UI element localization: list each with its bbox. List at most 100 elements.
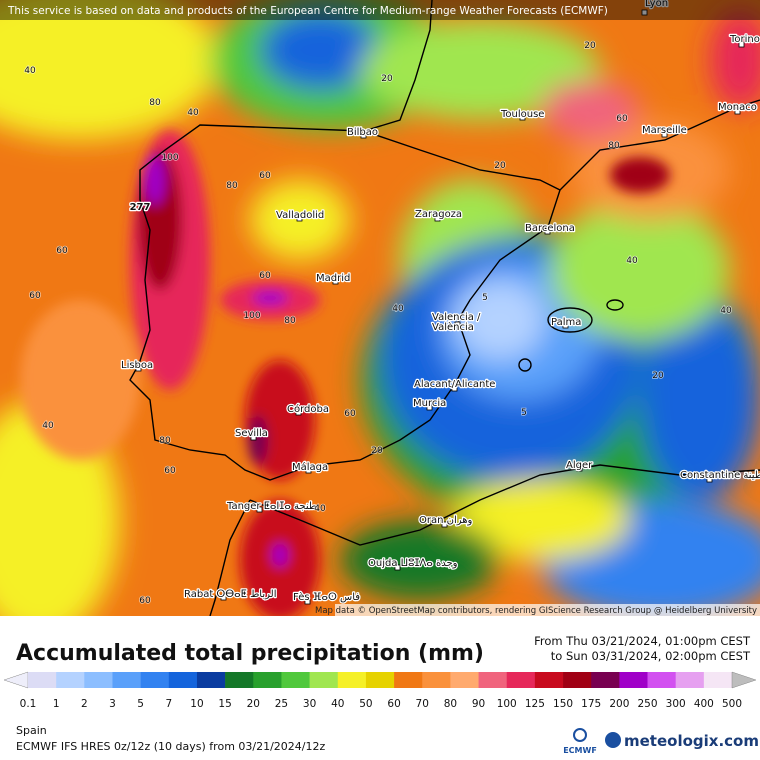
contour-label: 40 — [24, 66, 36, 76]
contour-label: 60 — [164, 466, 176, 476]
contour-label: 60 — [29, 291, 41, 301]
legend-swatch — [506, 672, 536, 688]
city-label: Oujda ⵡⵓⵊⴷⴰ وجدة — [368, 558, 458, 569]
city-label: Marseille — [642, 125, 687, 136]
brand-logo: meteologix.com — [624, 732, 759, 750]
legend-swatch — [450, 672, 479, 688]
legend-tick-label: 300 — [666, 698, 686, 710]
legend-swatch — [337, 672, 367, 688]
city-marker — [544, 228, 551, 235]
legend-swatch — [168, 672, 198, 688]
city-label: Fès ⴼⴰⵙ فاس — [293, 591, 360, 603]
legend-tick-label: 400 — [694, 698, 714, 710]
legend-swatch — [225, 672, 254, 688]
date-from: From Thu 03/21/2024, 01:00pm CEST — [534, 634, 751, 648]
contour-label: 60 — [344, 409, 356, 419]
city-marker — [305, 467, 312, 474]
region: Spain — [16, 724, 47, 737]
ecmwf-logo: ECMWF — [563, 746, 597, 755]
legend-tick-label: 60 — [387, 698, 400, 710]
city-marker — [576, 465, 583, 472]
legend-tick-label: 5 — [137, 698, 144, 710]
legend-swatch — [422, 672, 451, 688]
legend-tick-label: 175 — [581, 698, 601, 710]
city-label: Bilbao — [347, 127, 378, 138]
contour-label: 60 — [139, 596, 151, 606]
city-marker — [394, 564, 401, 571]
legend-swatch — [394, 672, 423, 688]
credit-bar — [335, 604, 760, 616]
city-marker — [441, 521, 448, 528]
city-marker — [135, 365, 142, 372]
city-label: Oran وهران — [419, 515, 473, 526]
contour-label: 80 — [608, 141, 620, 151]
legend-tick-label: 90 — [472, 698, 485, 710]
max-value-label: 277 — [130, 202, 151, 213]
city-marker — [304, 598, 311, 605]
legend-tick-label: 7 — [165, 698, 172, 710]
city-label: Madrid — [316, 273, 350, 284]
legend-swatch — [591, 672, 620, 688]
attribution: This service is based on data and produc… — [7, 5, 608, 17]
city-label: Palma — [551, 317, 581, 328]
city-marker — [295, 409, 302, 416]
city-label: Rabat ⵔⴱⴰⵟ الرباط — [184, 589, 276, 600]
city-label: Málaga — [292, 461, 328, 473]
city-marker — [738, 41, 745, 48]
contour-label: 40 — [42, 421, 54, 431]
city-marker — [641, 9, 648, 16]
city-label: Constantine قسنطينة — [680, 470, 760, 481]
ecmwf-icon — [573, 728, 587, 742]
legend-swatch — [28, 672, 57, 688]
legend-over — [731, 671, 757, 689]
city-label: Córdoba — [287, 403, 329, 415]
city-label: Valencia / — [432, 312, 481, 323]
city-marker — [519, 114, 526, 121]
legend-tick-label: 70 — [416, 698, 429, 710]
date-to: to Sun 03/31/2024, 02:00pm CEST — [551, 649, 751, 663]
legend-swatch — [253, 672, 282, 688]
legend-under — [3, 671, 29, 689]
brand-icon — [605, 732, 621, 748]
contour-label: 60 — [56, 246, 68, 256]
city-label: Lyon — [645, 0, 668, 9]
legend-tick-label: 3 — [109, 698, 116, 710]
contour-label: 80 — [149, 98, 161, 108]
city-label: València — [432, 321, 474, 333]
legend-swatch — [281, 672, 310, 688]
legend-tick-label: 20 — [247, 698, 260, 710]
city-label: Toulouse — [500, 109, 544, 120]
legend-swatch — [309, 672, 339, 688]
city-marker — [661, 131, 668, 138]
contour-label: 60 — [616, 114, 628, 124]
contour-label: 60 — [259, 171, 271, 181]
city-label: Sevilla — [235, 428, 268, 439]
legend-tick-label: 30 — [303, 698, 316, 710]
city-label: Barcelona — [525, 223, 575, 234]
contour-label: 80 — [159, 436, 171, 446]
contour-label: 80 — [284, 316, 296, 326]
contour-label: 40 — [626, 256, 638, 266]
legend-swatch — [112, 672, 141, 688]
city-label: Alacant/Alicante — [414, 379, 495, 390]
legend-swatch — [84, 672, 113, 688]
legend-swatch — [563, 672, 592, 688]
contour-label: 5 — [521, 408, 527, 418]
city-label: Zaragoza — [415, 209, 462, 220]
city-marker — [734, 108, 741, 115]
legend-swatch — [675, 672, 705, 688]
city-label: Monaco — [718, 102, 757, 113]
legend-tick-label: 100 — [497, 698, 517, 710]
model-info: ECMWF IFS HRES 0z/12z (10 days) from 03/… — [16, 740, 326, 753]
legend-tick-label: 500 — [722, 698, 742, 710]
contour-label: 5 — [482, 293, 488, 303]
legend-tick-label: 15 — [218, 698, 231, 710]
attribution-bar — [0, 0, 760, 20]
map-labels: Lyon Torino Monaco Toulouse Marseille Bilbao V… — [24, 0, 760, 607]
city-label: Tanger ⵟⴰⵏⵊⴰ طنجة — [226, 501, 317, 512]
contour-label: 100 — [161, 153, 178, 163]
contour-label: 20 — [494, 161, 506, 171]
city-label: Lisboa — [121, 360, 153, 371]
legend-swatch — [56, 672, 85, 688]
